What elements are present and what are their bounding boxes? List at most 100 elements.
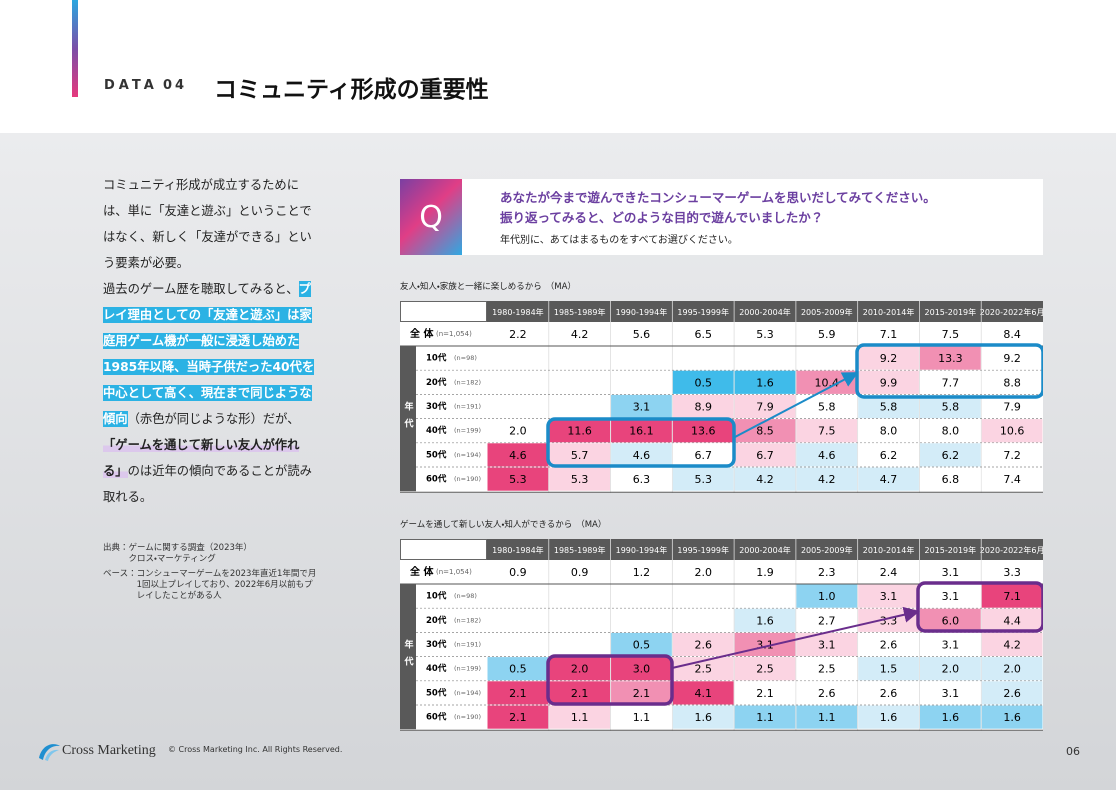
brand-name: Cross Marketing	[62, 743, 156, 758]
question-line: 振り返ってみると、どのような目的で遊んでいましたか？	[500, 210, 824, 225]
cell-value: 3.3	[1003, 566, 1021, 579]
notes: 出典： ゲームに関する調査（2023年） クロス・マーケティング ベース： コンシ…	[103, 543, 318, 606]
row-n: (n=98)	[454, 592, 477, 600]
cell-value: 5.8	[818, 401, 836, 414]
heat-cell	[858, 443, 919, 467]
heat-cell	[549, 419, 611, 443]
heat-cell	[487, 681, 549, 705]
cell-value: 8.5	[756, 425, 774, 438]
column-header: 2005-2009年	[801, 545, 853, 555]
heat-cell	[672, 467, 734, 491]
heat-cell	[611, 394, 672, 419]
row-label: 10代	[426, 591, 447, 602]
row-label: 50代	[426, 449, 447, 460]
heat-cell	[981, 584, 1043, 608]
cell-value: 4.2	[1003, 639, 1021, 652]
cell-value: 7.9	[1003, 401, 1021, 414]
heat-cell	[672, 443, 734, 467]
column-header: 2000-2004年	[739, 307, 791, 317]
row-n: (n=182)	[454, 616, 481, 624]
source-note: 出典： ゲームに関する調査（2023年） クロス・マーケティング	[103, 543, 318, 565]
cell-value: 10.4	[815, 376, 840, 389]
heat-cell	[734, 657, 796, 681]
cell-value: 2.0	[571, 663, 589, 676]
base-text: コンシューマーゲームを2023年直近1年間で月1回以上プレイしており、2022年…	[136, 569, 317, 601]
heat-cell	[981, 346, 1043, 370]
heat-cell	[611, 443, 672, 467]
column-header: 2015-2019年	[925, 307, 977, 317]
question-line: あなたが今まで遊んできたコンシューマーゲームを思いだしてみてください。	[500, 190, 936, 205]
cell-value: 2.6	[694, 639, 712, 652]
cell-value: 3.1	[880, 590, 898, 603]
cell-value: 8.4	[1003, 328, 1021, 341]
column-header: 1980-1984年	[492, 545, 544, 555]
heat-cell	[796, 443, 858, 467]
cell-value: 9.9	[880, 376, 898, 389]
heat-cell	[919, 443, 981, 467]
cell-value: 1.6	[694, 711, 712, 724]
base-label: ベース：	[103, 569, 137, 579]
total-n: (n=1,054)	[436, 568, 472, 576]
heat-cell	[611, 705, 672, 729]
column-header: 2010-2014年	[863, 545, 915, 555]
heat-cell	[858, 681, 919, 705]
heat-cell	[919, 370, 981, 394]
cell-value: 2.5	[694, 663, 712, 676]
heat-cell	[549, 681, 611, 705]
cell-value: 11.6	[567, 425, 592, 438]
source-label: 出典：	[103, 543, 129, 553]
heat-cell	[796, 632, 858, 657]
cell-value: 1.1	[633, 711, 651, 724]
cell-value: 2.2	[509, 328, 527, 341]
table-title: 友人・知人・家族と一緒に楽しめるから （MA）	[400, 279, 576, 292]
cell-value: 5.3	[571, 473, 589, 486]
cell-value: 7.5	[942, 328, 960, 341]
group-label-bg	[400, 346, 416, 492]
heat-cell	[858, 657, 919, 681]
cell-value: 1.6	[756, 376, 774, 389]
copyright: © Cross Marketing Inc. All Rights Reserv…	[168, 745, 343, 754]
cell-value: 8.0	[942, 425, 960, 438]
heat-cell	[487, 443, 549, 467]
group-label: 年代	[403, 639, 415, 674]
heat-cell	[734, 370, 796, 394]
cell-value: 3.0	[633, 663, 651, 676]
heat-cell	[611, 467, 672, 491]
column-header: 1990-1994年	[616, 307, 668, 317]
cell-value: 5.9	[818, 328, 836, 341]
cell-value: 2.0	[694, 566, 712, 579]
cell-value: 3.1	[942, 687, 960, 700]
row-label: 10代	[426, 353, 447, 364]
cell-value: 1.1	[756, 711, 774, 724]
heat-cell	[734, 705, 796, 729]
table-title: ゲームを通して新しい友人・知人ができるから （MA）	[400, 517, 606, 530]
data-number: 04	[163, 78, 188, 93]
cell-value: 6.2	[880, 449, 898, 462]
heat-cell	[796, 608, 858, 632]
source-line: ゲームに関する調査（2023年）	[128, 543, 252, 553]
paragraph: コミュニティ形成が成立するためには、単に「友達と遊ぶ」ということではなく、新しく…	[103, 172, 315, 276]
heatmap-table: 1980-1984年 1985-1989年 1990-1994年 1995-1999年…	[400, 539, 1043, 732]
brand-logo	[39, 744, 60, 761]
row-label: 20代	[426, 615, 447, 626]
cell-value: 2.4	[880, 566, 898, 579]
column-header: 1990-1994年	[616, 545, 668, 555]
question-mark: Q	[400, 179, 462, 255]
column-header: 1995-1999年	[677, 307, 729, 317]
cell-value: 4.6	[633, 449, 651, 462]
cell-value: 8.9	[694, 401, 712, 414]
heat-cell	[981, 657, 1043, 681]
total-n: (n=1,054)	[436, 330, 472, 338]
column-header: 2000-2004年	[739, 545, 791, 555]
heat-cell	[858, 394, 919, 419]
heat-cell	[919, 419, 981, 443]
cell-value: 9.2	[880, 352, 898, 365]
cell-value: 1.5	[880, 663, 898, 676]
cell-value: 0.9	[571, 566, 589, 579]
heat-cell	[796, 657, 858, 681]
cell-value: 5.7	[571, 449, 589, 462]
cell-value: 10.6	[1000, 425, 1025, 438]
cell-value: 3.1	[818, 639, 836, 652]
cell-value: 3.1	[942, 590, 960, 603]
heat-cell	[858, 346, 919, 370]
